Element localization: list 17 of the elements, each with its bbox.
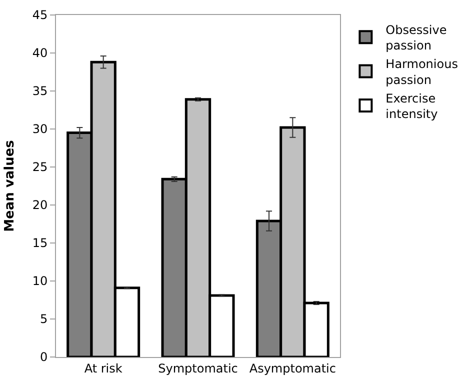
x-tick-label: Asymptomatic: [249, 361, 336, 376]
y-tick-label: 10: [32, 274, 48, 288]
y-tick-label: 35: [32, 84, 48, 98]
legend-label: Obsessive passion: [386, 22, 447, 53]
y-tick-label: 15: [32, 236, 48, 250]
y-tick-label: 30: [32, 122, 48, 136]
x-tick-label: At risk: [84, 361, 122, 376]
y-tick-label: 40: [32, 46, 48, 60]
legend-label: Harmonious passion: [386, 57, 458, 87]
y-tick-label: 20: [32, 198, 48, 212]
y-tick-label: 5: [40, 312, 48, 326]
y-axis-title: Mean values: [2, 140, 18, 232]
x-tick-label: Symptomatic: [158, 361, 238, 376]
y-tick-label: 25: [32, 160, 48, 174]
y-tick-label: 45: [32, 8, 48, 22]
y-tick-label: 0: [40, 350, 48, 364]
legend-label: Exercise intensity: [386, 91, 438, 121]
